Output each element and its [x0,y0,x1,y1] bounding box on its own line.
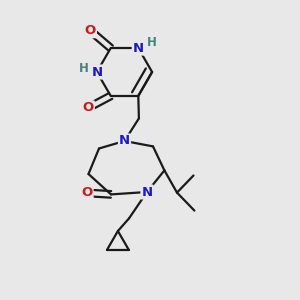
Text: N: N [141,185,153,199]
Text: N: N [119,134,130,148]
Text: H: H [147,36,156,49]
Text: O: O [81,186,93,200]
Text: O: O [85,24,96,37]
Text: H: H [79,62,88,76]
Text: N: N [133,42,144,55]
Text: O: O [82,101,94,114]
Text: N: N [91,65,103,79]
